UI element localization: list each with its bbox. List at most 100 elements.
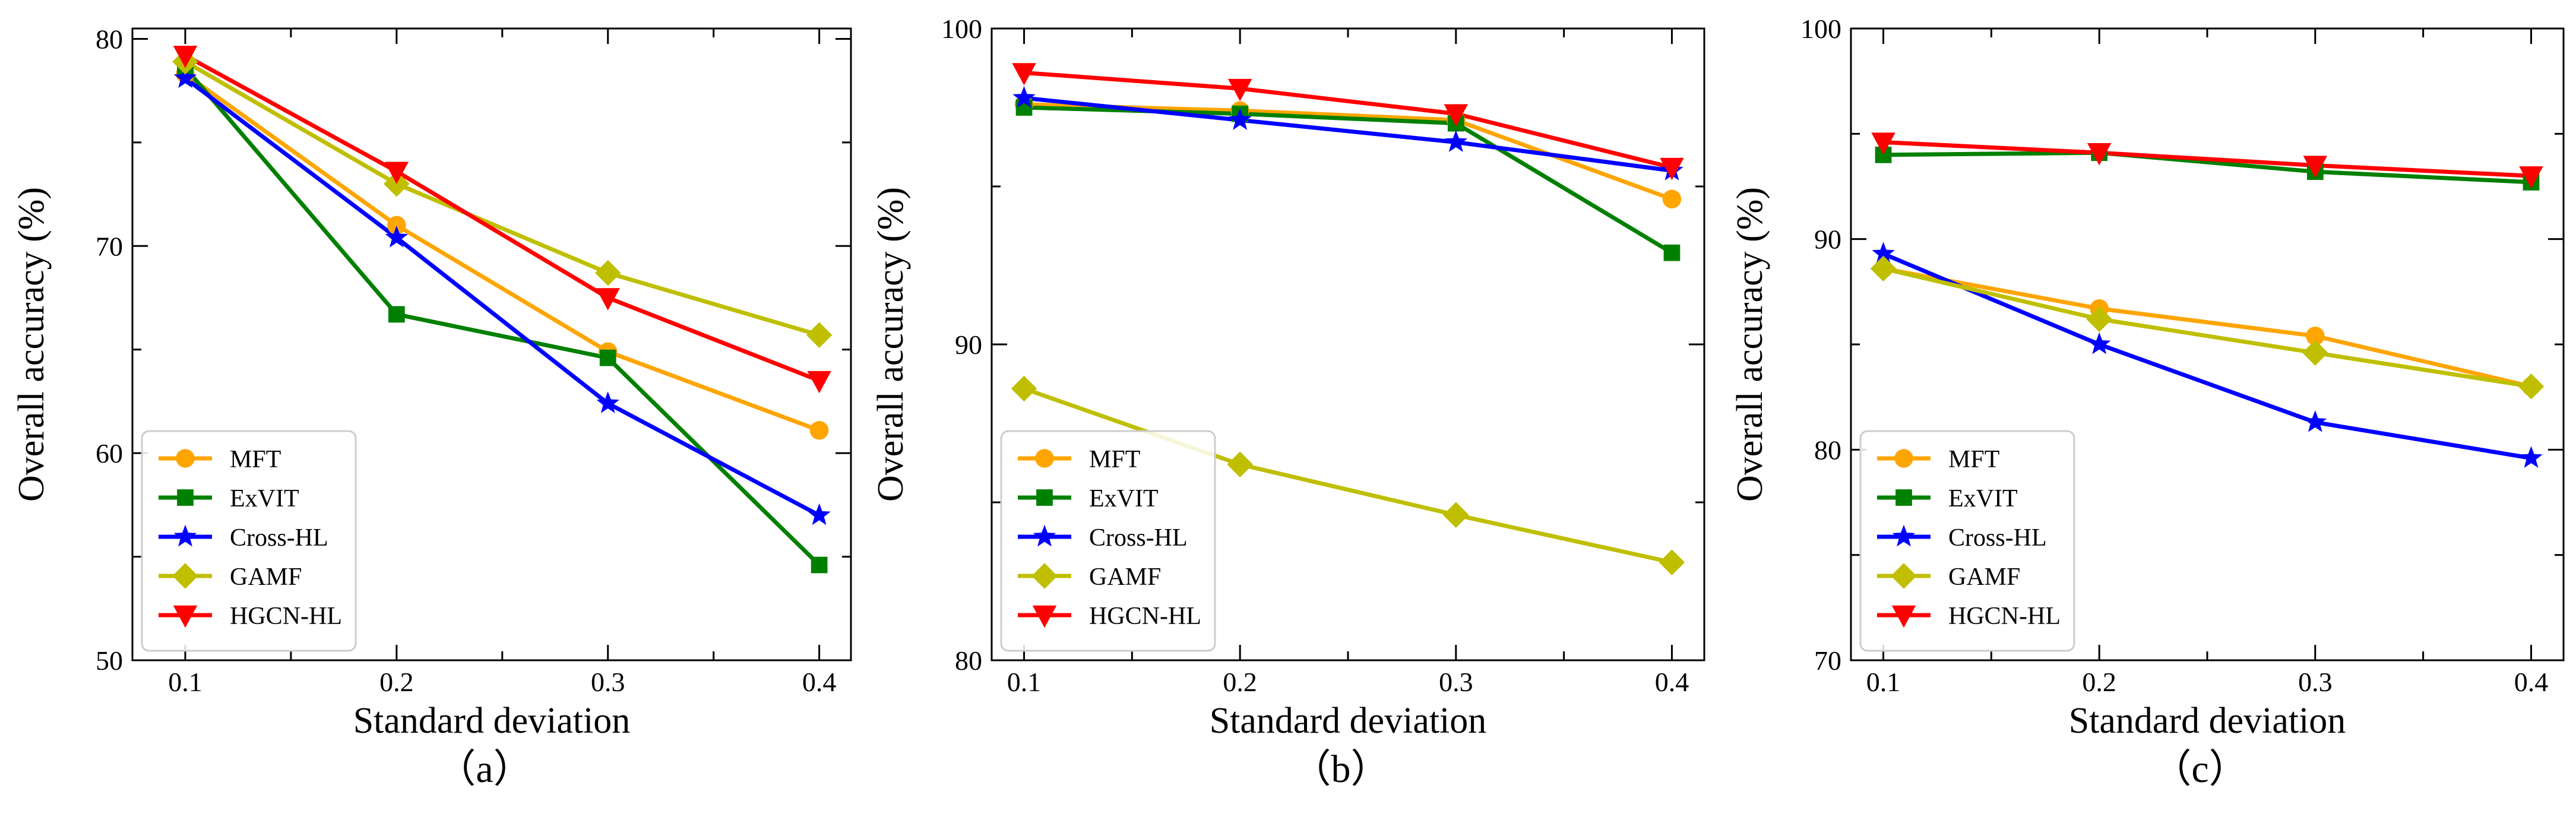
data-point-exvit [1663,244,1681,261]
data-point-hgcn-hl [384,162,409,184]
x-tick-label: 0.3 [2298,667,2333,697]
legend-item-exvit: ExVIT [1018,485,1159,512]
legend-item-mft: MFT [159,446,281,473]
legend: MFT ExVIT Cross-HL GAMF HGCN-HL [1859,430,2075,652]
legend-item-exvit: ExVIT [159,485,299,512]
plot-frame [131,27,852,661]
x-tick-label: 0.3 [1439,667,1473,697]
legend-label: GAMF [1089,563,1161,591]
y-tick-label: 80 [96,24,123,54]
x-tick-label: 0.2 [379,667,414,697]
legend-label: Cross-HL [230,524,328,552]
data-point-cross-hl [1228,108,1252,130]
data-point-gamf [1659,549,1685,575]
y-tick-label: 80 [1814,435,1841,465]
legend-item-hgcn-hl: HGCN-HL [1018,603,1201,630]
y-tick-label: 50 [96,645,123,676]
y-tick-label: 80 [955,645,982,676]
series-group [1870,132,2545,468]
legend-marker-icon [1031,563,1058,589]
data-point-mft [1662,189,1682,209]
legend-label: ExVIT [1089,485,1159,512]
legend-box [141,430,357,652]
data-point-cross-hl [1872,242,1895,264]
legend-item-cross-hl: Cross-HL [159,524,328,552]
x-tick-label: 0.1 [168,667,202,697]
y-tick-label: 100 [1800,14,1841,44]
series-line-mft [1882,266,2532,389]
data-point-cross-hl [808,503,831,525]
data-point-gamf [2518,373,2545,400]
data-point-mft [387,216,406,235]
chart-panel-1: 0.1 0.2 0.3 0.4 50 60 70 80 Standard deviation Ov… [11,24,852,791]
series-line-mft [183,72,820,433]
chart-panel-2: 0.1 0.2 0.3 0.4 80 90 100 Standard deviation Ove… [871,14,1705,791]
y-tick-label: 70 [1814,645,1841,676]
y-axis-label: Overall accuracy (%) [1730,187,1770,502]
data-point-cross-hl [1444,130,1468,152]
data-point-gamf [1011,375,1037,402]
y-axis-label: Overall accuracy (%) [871,187,911,502]
x-tick-label: 0.4 [1655,667,1689,697]
data-point-hgcn-hl [807,371,831,394]
series-line-gamf [1023,387,1673,565]
series-group [172,46,833,574]
y-tick-label: 90 [955,330,982,360]
legend: MFT ExVIT Cross-HL GAMF HGCN-HL [1000,430,1216,652]
legend-label: MFT [1089,446,1140,473]
legend-item-mft: MFT [1877,446,1999,473]
panel-label: （a） [436,748,532,791]
legend-label: ExVIT [230,485,299,512]
legend-label: GAMF [230,563,302,591]
y-axis-label: Overall accuracy (%) [11,187,52,502]
data-point-hgcn-hl [1012,63,1036,86]
legend-item-gamf: GAMF [1877,563,2020,591]
legend-label: ExVIT [1948,485,2018,512]
legend-marker-icon [173,605,198,628]
data-point-hgcn-hl [1871,132,1895,155]
data-point-mft [2306,327,2325,346]
data-point-hgcn-hl [1227,78,1252,102]
data-point-gamf [1227,451,1253,477]
legend-label: MFT [230,446,281,473]
data-point-gamf [1443,502,1469,528]
series-line-hgcn-hl [184,53,820,383]
legend-label: HGCN-HL [1948,603,2061,630]
series-group [1011,63,1685,575]
panel-label: （b） [1292,748,1390,791]
data-point-exvit [388,306,405,323]
legend-label: HGCN-HL [1089,603,1201,630]
legend-item-hgcn-hl: HGCN-HL [1877,603,2061,630]
x-tick-label: 0.1 [1007,667,1042,697]
legend-marker-icon [1891,563,1917,589]
legend-label: GAMF [1948,563,2020,591]
data-point-hgcn-hl [173,46,198,68]
series-line-gamf [184,59,820,337]
legend-marker-icon [1894,449,1913,468]
legend-label: Cross-HL [1948,524,2047,552]
x-tick-label: 0.4 [802,667,837,697]
x-tick-label: 0.2 [2082,667,2116,697]
series-line-cross-hl [1882,252,2532,460]
data-point-gamf [1870,255,1897,282]
data-point-cross-hl [2520,446,2543,468]
y-tick-label: 100 [941,14,982,44]
legend-item-exvit: ExVIT [1877,485,2018,512]
legend-marker-icon [1035,449,1054,468]
data-point-gamf [594,259,621,286]
legend-marker-icon [172,563,198,589]
legend-label: Cross-HL [1089,524,1188,552]
data-point-hgcn-hl [1660,157,1684,181]
legend-item-gamf: GAMF [1018,563,1161,591]
x-axis-label: Standard deviation [1210,701,1487,741]
legend-marker-icon [1036,489,1053,506]
legend-box [1000,430,1216,652]
x-tick-label: 0.2 [1223,667,1257,697]
legend-item-mft: MFT [1018,446,1140,473]
series-line-cross-hl [183,76,821,517]
legend-item-hgcn-hl: HGCN-HL [159,603,342,630]
data-point-gamf [806,322,833,349]
x-tick-label: 0.3 [591,667,625,697]
